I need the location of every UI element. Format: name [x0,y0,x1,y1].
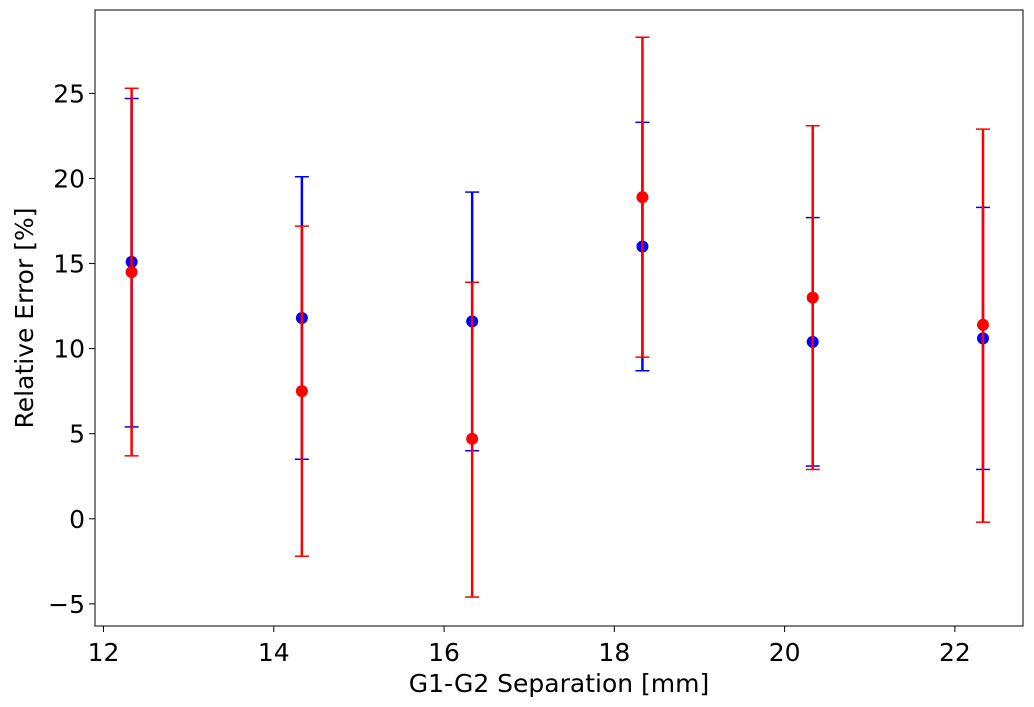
x-tick-label: 14 [258,638,290,667]
data-point [125,266,138,279]
x-tick-label: 16 [428,638,460,667]
data-point [976,318,989,331]
y-tick-label: 0 [69,505,85,534]
y-tick-label: 15 [53,250,85,279]
data-point [295,385,308,398]
ticks-layer: 12 14 16 18 20 22 −5 0 5 10 15 20 25 [48,79,971,667]
y-tick-label: 20 [53,164,85,193]
marks-layer [124,36,990,598]
x-tick-label: 18 [598,638,630,667]
x-tick-label: 12 [88,638,120,667]
x-tick-label: 20 [769,638,801,667]
x-tick-label: 22 [939,638,971,667]
y-tick-label: 25 [53,79,85,108]
y-tick-label: 10 [53,335,85,364]
plot-frame [94,9,1024,627]
data-point [806,291,819,304]
data-point [466,432,479,445]
x-axis-label: G1-G2 Separation [mm] [409,669,710,698]
y-tick-label: 5 [69,420,85,449]
data-point [636,191,649,204]
series-0 [124,97,990,471]
y-axis-label: Relative Error [%] [10,208,39,429]
series-1 [124,36,990,598]
y-tick-label: −5 [48,590,85,619]
